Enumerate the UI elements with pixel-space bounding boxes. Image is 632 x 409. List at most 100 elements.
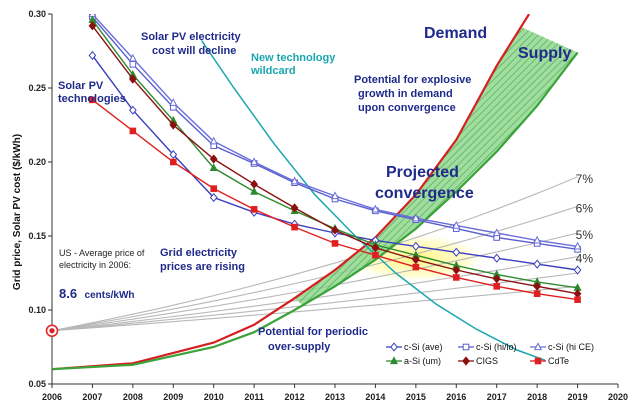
data-point <box>290 203 299 213</box>
x-tick-label: 2018 <box>527 392 547 402</box>
annotation-grid-rising: Grid electricity prices are rising <box>160 247 245 273</box>
y-tick-label: 0.30 <box>28 9 46 19</box>
data-point <box>462 356 470 366</box>
x-tick-label: 2014 <box>365 392 385 402</box>
annotation-new-technology: New technology wildcard <box>250 52 338 77</box>
y-tick-label: 0.25 <box>28 83 46 93</box>
growth-line <box>52 176 578 332</box>
x-tick-label: 2019 <box>568 392 588 402</box>
data-point <box>452 265 461 275</box>
data-point <box>129 74 137 84</box>
y-axis-label: Grid price, Solar PV cost ($/kWh) <box>12 134 23 290</box>
data-point <box>331 225 339 235</box>
data-point <box>210 185 218 192</box>
legend-item: CdTe <box>530 356 569 366</box>
grid-price-2006-marker <box>45 324 59 337</box>
series-c-si-hi-ce <box>88 14 582 250</box>
data-point <box>492 274 501 284</box>
data-point <box>573 265 582 275</box>
data-point <box>492 228 501 237</box>
x-tick-label: 2009 <box>163 392 183 402</box>
legend-label: CIGS <box>476 356 498 366</box>
data-point <box>128 53 137 62</box>
annotation-solar-pv-tech: Solar PV technologies <box>58 80 126 105</box>
data-point <box>533 342 543 351</box>
demand-supply-gap <box>294 26 578 306</box>
x-tick-label: 2017 <box>487 392 507 402</box>
data-point <box>88 50 97 61</box>
data-point <box>290 176 299 185</box>
data-point <box>129 105 137 115</box>
y-tick-label: 0.15 <box>28 231 46 241</box>
data-point <box>129 127 137 135</box>
data-point <box>534 357 542 365</box>
data-point <box>389 356 399 365</box>
growth-line <box>52 285 578 332</box>
annotation-us-value: 8.6 cents/kWh <box>59 285 135 302</box>
legend-item: CIGS <box>458 356 498 366</box>
data-point <box>88 21 97 31</box>
data-point <box>89 96 96 104</box>
data-point <box>412 255 420 265</box>
annotation-pv-cost-decline: Solar PV electricity cost will decline <box>141 31 244 57</box>
data-point <box>209 192 218 203</box>
data-point <box>452 247 461 257</box>
y-tick-label: 0.10 <box>28 305 46 315</box>
legend-item: c-Si (ave) <box>386 342 443 352</box>
data-point <box>492 253 501 263</box>
data-point <box>250 157 259 166</box>
series-cdte <box>89 96 581 303</box>
data-point <box>372 251 379 259</box>
legend-item: a-Si (um) <box>386 356 441 366</box>
annotation-us-average: US - Average price of electricity in 200… <box>59 248 147 270</box>
data-point <box>250 206 258 213</box>
legend-label: c-Si (hi CE) <box>548 342 594 352</box>
x-tick-label: 2007 <box>82 392 102 402</box>
x-tick-label: 2006 <box>42 392 62 402</box>
growth-label: 6% <box>576 201 594 215</box>
data-point <box>573 241 582 250</box>
data-point <box>330 191 340 200</box>
data-point <box>331 240 339 247</box>
x-tick-label: 2012 <box>285 392 305 402</box>
label-supply: Supply <box>518 45 571 62</box>
pv-series-group <box>88 14 582 303</box>
legend-label: CdTe <box>548 356 569 366</box>
x-tick-label: 2016 <box>446 392 466 402</box>
plot-area <box>52 14 582 371</box>
data-point <box>129 61 137 68</box>
data-point <box>412 241 420 251</box>
x-tick-label: 2008 <box>123 392 143 402</box>
data-point <box>533 281 541 291</box>
demand-curve <box>52 14 531 371</box>
growth-label: 4% <box>576 252 594 266</box>
legend-label: c-Si (hi/lo) <box>476 342 517 352</box>
annotation-periodic-oversupply: Potential for periodic over-supply <box>258 326 371 353</box>
legend-item: c-Si (hi/lo) <box>458 342 517 352</box>
x-tick-label: 2011 <box>244 392 264 402</box>
data-point <box>411 213 420 222</box>
data-point <box>169 98 178 106</box>
data-point <box>209 136 218 145</box>
growth-label: 7% <box>576 172 594 186</box>
growth-label: 5% <box>576 228 594 242</box>
annotation-explosive-growth: Potential for explosive growth in demand… <box>354 74 474 114</box>
y-tick-label: 0.05 <box>28 379 46 389</box>
supply-curve <box>52 51 579 371</box>
data-point <box>250 186 259 195</box>
x-tick-label: 2013 <box>325 392 345 402</box>
axes: 2006 2007 2008 2009 2010 2011 2012 2013 2014 2015… <box>28 9 628 402</box>
legend-item: c-Si (hi CE) <box>530 342 594 352</box>
data-point <box>209 163 218 172</box>
series-cigs <box>88 21 582 299</box>
data-point <box>169 158 177 166</box>
x-tick-label: 2020 <box>608 392 628 402</box>
annotation-projected-convergence: Projected convergence <box>375 164 474 202</box>
data-point <box>574 296 581 303</box>
data-point <box>412 263 420 271</box>
data-point <box>452 274 460 281</box>
data-point <box>493 283 501 290</box>
data-point <box>390 342 398 352</box>
data-point <box>291 223 298 231</box>
